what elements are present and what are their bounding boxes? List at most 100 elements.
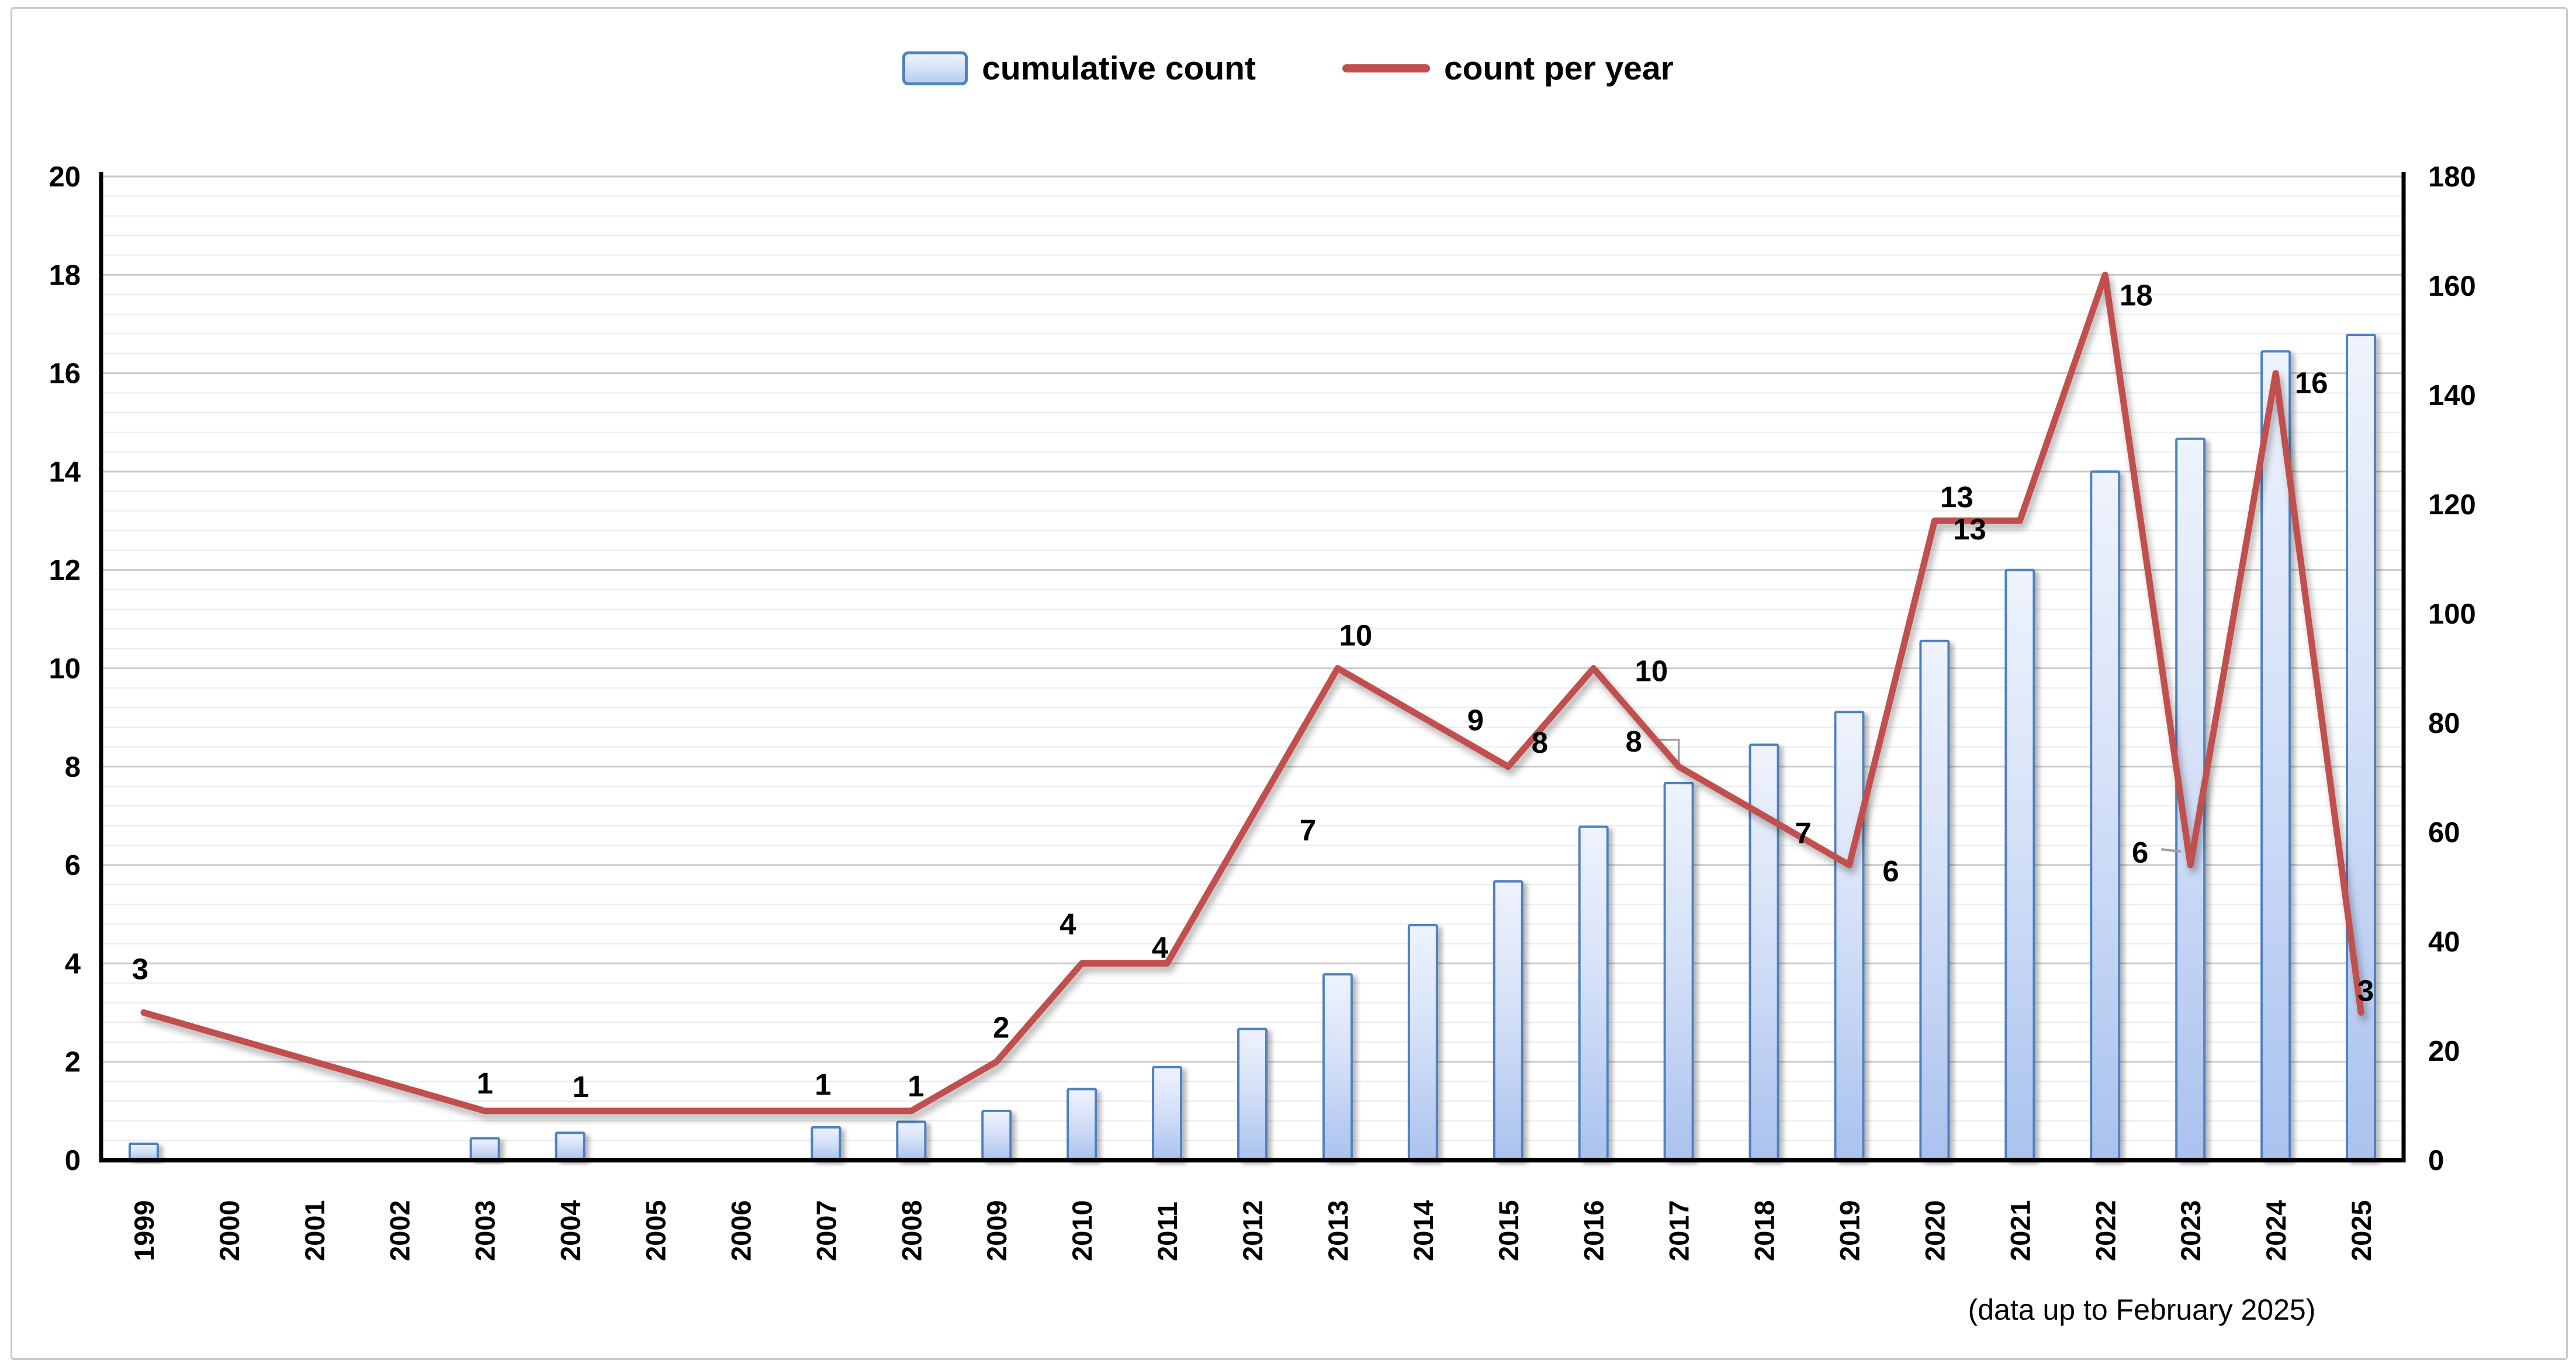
year-label-2015: 2015 <box>1493 1200 1524 1261</box>
data-label-2023: 6 <box>2132 836 2148 869</box>
year-label-2013: 2013 <box>1322 1200 1353 1261</box>
x-axis-year-labels: 1999 2000 2001 2002 2003 2004 2005 2006 2007 2008… <box>129 1200 2377 1261</box>
right-tick-20: 20 <box>2428 1036 2460 1067</box>
left-axis-tick-labels: 0 2 4 6 8 10 12 14 16 18 20 <box>49 161 81 1176</box>
data-label-2022: 18 <box>2120 278 2153 312</box>
data-label-2020: 13 <box>1940 480 1973 514</box>
year-label-1999: 1999 <box>129 1200 160 1261</box>
data-label-1999: 3 <box>132 953 148 986</box>
bar-2004 <box>555 1131 586 1161</box>
year-label-2002: 2002 <box>385 1200 416 1261</box>
right-tick-0: 0 <box>2428 1145 2444 1176</box>
left-tick-16: 16 <box>49 358 81 390</box>
right-tick-80: 80 <box>2428 708 2460 739</box>
annotations <box>1659 739 2182 853</box>
year-label-2011: 2011 <box>1152 1202 1183 1261</box>
data-label-2025: 3 <box>2357 974 2374 1008</box>
axes <box>99 172 2406 1162</box>
year-label-2006: 2006 <box>725 1200 756 1261</box>
legend-item-cumulative-count: cumulative count <box>902 49 1256 88</box>
year-label-2020: 2020 <box>1919 1200 1950 1261</box>
bar-2017 <box>1663 781 1694 1161</box>
right-axis-tick-labels: 0 20 40 60 80 100 120 140 160 180 <box>2428 161 2476 1176</box>
bar-2014 <box>1407 923 1438 1161</box>
line-series-swatch-icon <box>1342 64 1430 72</box>
year-label-2025: 2025 <box>2346 1200 2377 1261</box>
left-tick-4: 4 <box>65 948 81 980</box>
year-label-2009: 2009 <box>981 1200 1012 1261</box>
bar-2020 <box>1919 639 1950 1161</box>
year-label-2022: 2022 <box>2090 1200 2121 1261</box>
bar-2003 <box>469 1137 500 1161</box>
gridlines <box>101 175 2404 1141</box>
bar-2012 <box>1237 1027 1268 1161</box>
bar-2008 <box>896 1120 927 1162</box>
bar-2015 <box>1493 880 1524 1162</box>
year-label-2004: 2004 <box>555 1200 586 1261</box>
left-tick-20: 20 <box>49 161 81 193</box>
bar-2011 <box>1152 1066 1183 1162</box>
bar-1999 <box>128 1142 159 1161</box>
data-label-leader-line <box>2160 848 2182 853</box>
year-label-2010: 2010 <box>1067 1200 1097 1261</box>
bar-2007 <box>811 1126 842 1162</box>
bar-2025 <box>2346 334 2377 1161</box>
chart-footnote: (data up to February 2025) <box>1968 1293 2316 1326</box>
year-label-2016: 2016 <box>1578 1200 1609 1261</box>
bar-2010 <box>1067 1088 1097 1161</box>
left-tick-12: 12 <box>49 555 81 586</box>
right-tick-160: 160 <box>2428 271 2476 302</box>
year-label-2000: 2000 <box>214 1200 245 1261</box>
data-label-2024: 16 <box>2295 366 2328 400</box>
year-label-2003: 2003 <box>470 1200 501 1261</box>
data-label-2016: 10 <box>1635 655 1668 688</box>
data-label-2010: 4 <box>1060 907 1076 940</box>
right-tick-120: 120 <box>2428 489 2476 521</box>
year-label-2023: 2023 <box>2175 1200 2206 1261</box>
count-per-year-line <box>140 271 2364 1115</box>
data-label-2021: 13 <box>1953 513 1986 546</box>
data-label-2013: 10 <box>1339 619 1373 652</box>
bar-2021 <box>2004 569 2035 1161</box>
year-label-2024: 2024 <box>2260 1200 2291 1261</box>
legend-label-cumulative-count: cumulative count <box>982 50 1256 87</box>
data-label-2019: 6 <box>1882 854 1899 888</box>
left-tick-6: 6 <box>65 850 81 881</box>
data-label-2014: 9 <box>1467 704 1484 737</box>
year-label-2005: 2005 <box>640 1200 671 1261</box>
left-tick-10: 10 <box>49 653 81 685</box>
bar-series-cumulative-count <box>128 334 2377 1162</box>
bar-2013 <box>1322 973 1353 1161</box>
bar-2019 <box>1834 711 1865 1162</box>
left-tick-18: 18 <box>49 259 81 291</box>
left-tick-8: 8 <box>65 752 81 783</box>
chart-legend: cumulative count count per year <box>0 49 2576 88</box>
year-label-2012: 2012 <box>1237 1200 1268 1261</box>
right-tick-60: 60 <box>2428 817 2460 849</box>
data-label-2003: 1 <box>476 1067 493 1100</box>
legend-item-count-per-year: count per year <box>1342 49 1674 88</box>
left-tick-14: 14 <box>49 456 81 488</box>
year-label-2014: 2014 <box>1408 1200 1439 1261</box>
year-label-2007: 2007 <box>811 1200 842 1261</box>
right-tick-140: 140 <box>2428 380 2476 411</box>
data-label-2018: 7 <box>1795 816 1811 850</box>
right-tick-100: 100 <box>2428 598 2476 630</box>
empty-data-label-box <box>1659 739 1680 766</box>
year-label-2018: 2018 <box>1749 1200 1780 1261</box>
data-label-2012: 7 <box>1300 814 1316 847</box>
year-label-2021: 2021 <box>2004 1200 2035 1261</box>
year-label-2019: 2019 <box>1834 1200 1865 1261</box>
bar-2024 <box>2260 350 2291 1162</box>
year-label-2008: 2008 <box>896 1200 927 1261</box>
left-tick-2: 2 <box>65 1047 81 1078</box>
data-label-2008: 1 <box>908 1070 924 1103</box>
data-label-2007: 1 <box>815 1068 831 1101</box>
data-label-2009: 2 <box>993 1011 1009 1044</box>
data-label-2004: 1 <box>572 1070 588 1103</box>
data-label-2017: 8 <box>1625 725 1642 758</box>
year-label-2017: 2017 <box>1664 1200 1695 1261</box>
